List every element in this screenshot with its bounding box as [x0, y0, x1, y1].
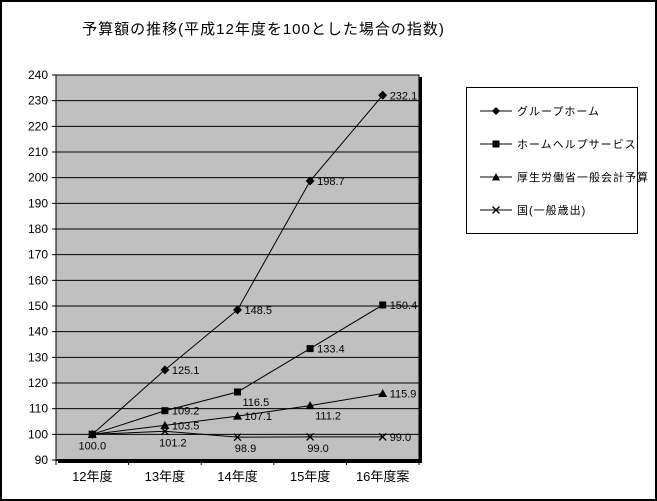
triangle-legend-icon — [480, 173, 512, 181]
legend: グループホームホームヘルプサービス 厚生労働省一般会計予算 国(一般歳出) — [466, 87, 648, 234]
x-category-label: 12年度 — [72, 469, 112, 484]
data-label: 101.2 — [159, 437, 187, 449]
legend-item: 国(一般歳出) — [480, 202, 633, 218]
plot-area — [55, 74, 420, 461]
square-marker — [492, 140, 500, 148]
square-marker — [161, 407, 169, 415]
y-axis-tick-label: 200 — [28, 171, 48, 185]
data-label: 109.2 — [172, 406, 200, 418]
data-label: 232.1 — [390, 90, 418, 102]
y-axis-tick-label: 90 — [35, 453, 49, 467]
square-marker — [379, 301, 387, 309]
data-label: 111.2 — [315, 411, 341, 423]
y-axis-tick-label: 160 — [28, 273, 48, 287]
chart-title: 予算額の推移(平成12年度を100とした場合の指数) — [82, 21, 445, 38]
y-axis-tick-label: 240 — [28, 68, 48, 82]
square-marker — [306, 345, 314, 353]
data-label: 98.9 — [235, 443, 256, 455]
x-category-label: 15年度 — [290, 469, 330, 484]
legend-label: ホームヘルプサービス — [517, 138, 637, 151]
diamond-marker — [492, 106, 500, 115]
y-axis-tick-label: 220 — [28, 119, 48, 133]
y-axis-tick-label: 150 — [28, 299, 48, 313]
data-label: 107.1 — [245, 411, 273, 423]
triangle-marker — [233, 411, 242, 420]
data-label: 150.4 — [390, 300, 418, 312]
data-label: 99.0 — [390, 432, 411, 444]
square-legend-icon — [480, 140, 512, 148]
y-axis-tick-label: 170 — [28, 248, 48, 262]
y-axis-tick-label: 230 — [28, 94, 48, 108]
data-label: 125.1 — [172, 365, 200, 377]
diamond-marker — [305, 176, 315, 186]
legend-label: 厚生労働省一般会計予算 — [517, 172, 649, 185]
y-axis-tick-label: 120 — [28, 376, 48, 390]
data-label: 99.0 — [307, 443, 328, 455]
y-axis-tick-label: 110 — [29, 402, 48, 416]
x-marker — [233, 433, 242, 442]
x-marker — [378, 432, 387, 441]
triangle-marker — [305, 401, 315, 410]
y-axis-tick-label: 210 — [28, 145, 48, 159]
diamond-marker — [233, 305, 242, 315]
diamond-marker — [378, 90, 388, 100]
x-legend-icon — [480, 206, 512, 215]
diamond-marker — [160, 365, 170, 375]
x-category-label: 14年度 — [217, 469, 257, 484]
legend-item: 厚生労働省一般会計予算 — [480, 169, 648, 185]
x-marker — [160, 427, 169, 436]
square-marker — [234, 388, 241, 396]
y-axis-tick-label: 140 — [28, 325, 48, 339]
x-category-label: 16年度案 — [356, 469, 409, 484]
triangle-marker — [378, 389, 388, 398]
legend-item: グループホーム — [480, 103, 633, 119]
y-axis-tick-label: 190 — [28, 196, 48, 210]
diamond-legend-icon — [480, 106, 512, 115]
x-marker — [306, 432, 315, 441]
legend-label: 国(一般歳出) — [517, 205, 587, 218]
triangle-marker — [160, 420, 170, 429]
data-label: 103.5 — [172, 420, 200, 432]
x-marker — [88, 430, 97, 439]
legend-item: ホームヘルプサービス — [480, 136, 636, 152]
data-label: 133.4 — [317, 344, 345, 356]
triangle-marker — [492, 173, 500, 181]
x-marker — [492, 206, 500, 215]
y-axis-tick-label: 180 — [28, 222, 48, 236]
data-label: 115.9 — [390, 389, 417, 401]
legend-label: グループホーム — [517, 105, 601, 118]
x-category-label: 13年度 — [145, 469, 185, 484]
data-label: 116.5 — [243, 397, 270, 409]
data-label: 198.7 — [317, 176, 345, 188]
data-label: 100.0 — [79, 440, 107, 452]
y-axis-tick-label: 130 — [28, 350, 48, 364]
data-label: 148.5 — [245, 305, 273, 317]
y-axis-tick-label: 100 — [28, 427, 48, 441]
